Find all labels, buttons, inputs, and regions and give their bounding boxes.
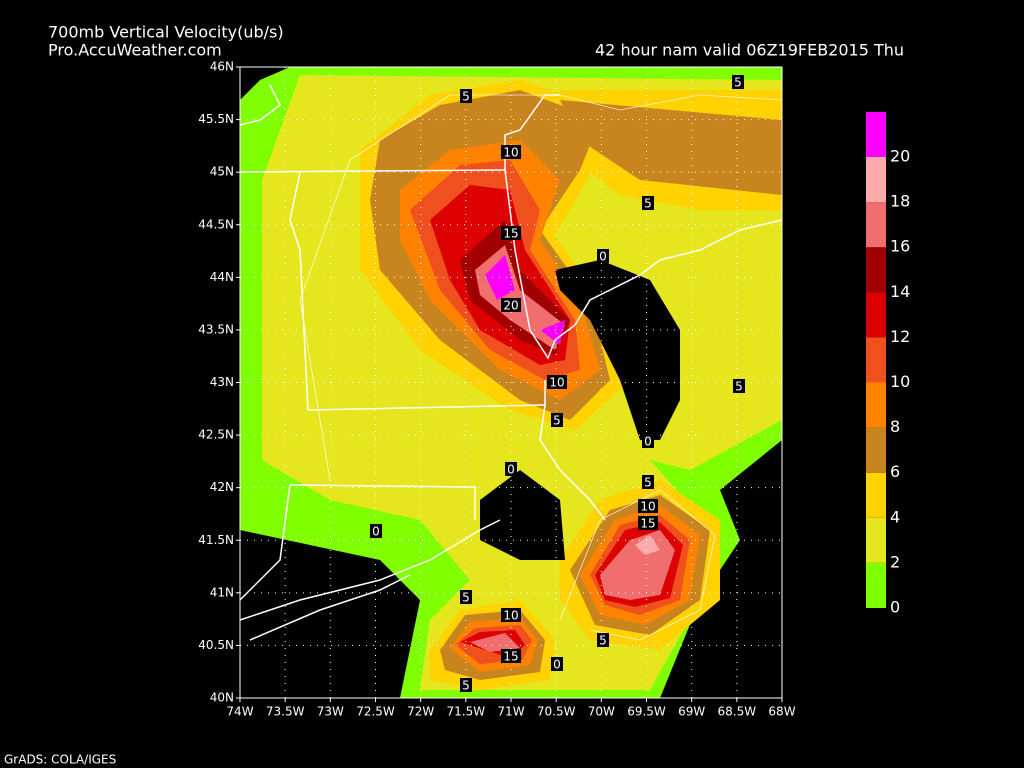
lon-label: 73W xyxy=(317,705,344,719)
colorbar-label: 14 xyxy=(890,282,910,301)
contour-label: 5 xyxy=(735,380,743,394)
contour-label: 5 xyxy=(644,197,652,211)
contour-label-box xyxy=(733,379,745,393)
contour-label: 10 xyxy=(640,500,655,514)
lat-label: 45N xyxy=(210,165,234,179)
contour-label: 0 xyxy=(372,525,380,539)
contour-label-box xyxy=(597,633,609,647)
coastlines xyxy=(239,84,783,641)
contour-label-box xyxy=(732,75,744,89)
contour-label: 5 xyxy=(462,90,470,104)
contour-label-box xyxy=(501,649,521,663)
contour-label-box xyxy=(551,413,563,427)
lat-label: 40.5N xyxy=(198,638,234,652)
contour-label-box xyxy=(547,375,567,389)
contour-label: 10 xyxy=(503,146,518,160)
contour-label: 5 xyxy=(644,476,652,490)
lon-label: 73.5W xyxy=(266,705,305,719)
lat-label: 41N xyxy=(210,585,234,599)
lat-label: 40N xyxy=(210,691,234,705)
contour-label-box xyxy=(370,524,382,538)
contour-label-box xyxy=(501,145,521,159)
contour-label-box xyxy=(501,608,521,622)
contour-label-box xyxy=(460,590,472,604)
lon-label: 70W xyxy=(588,705,615,719)
contour-label: 0 xyxy=(644,435,652,449)
contour-label: 10 xyxy=(503,609,518,623)
lat-label: 42.5N xyxy=(198,428,234,442)
lon-label: 71W xyxy=(497,705,524,719)
contour-label: 0 xyxy=(507,463,515,477)
colorbar-swatch xyxy=(866,517,886,563)
valid-time: 42 hour nam valid 06Z19FEB2015 Thu xyxy=(595,41,904,60)
contour-label-box xyxy=(505,462,517,476)
contour-label: 5 xyxy=(599,634,607,648)
colorbar-label: 12 xyxy=(890,327,910,346)
colorbar-swatch xyxy=(866,472,886,518)
lat-label: 42N xyxy=(210,480,234,494)
contour-label-box xyxy=(551,657,563,671)
contour-label-box xyxy=(460,89,472,103)
colorbar-label: 20 xyxy=(890,147,910,166)
lat-label: 43N xyxy=(210,375,234,389)
lon-label: 68W xyxy=(768,705,795,719)
colorbar-label: 8 xyxy=(890,417,900,436)
contour-label: 0 xyxy=(599,250,607,264)
lat-label: 45.5N xyxy=(198,112,234,126)
colorbar-swatch xyxy=(866,382,886,428)
contour-label-box xyxy=(501,226,521,240)
colorbar-label: 10 xyxy=(890,372,910,391)
footer: GrADS: COLA/IGES xyxy=(4,753,116,767)
contour-label-box xyxy=(638,499,658,513)
lon-label: 69.5W xyxy=(627,705,666,719)
lon-label: 70.5W xyxy=(537,705,576,719)
lon-label: 68.5W xyxy=(718,705,757,719)
contour-label-box xyxy=(501,298,521,312)
colorbar-swatch xyxy=(866,157,886,203)
colorbar-swatch xyxy=(866,562,886,608)
lat-label: 46N xyxy=(210,60,234,74)
colorbar-label: 6 xyxy=(890,462,900,481)
contour-label-box xyxy=(642,434,654,448)
title: 700mb Vertical Velocity(ub/s) xyxy=(48,23,284,42)
contour-label: 5 xyxy=(734,76,742,90)
lat-label: 44.5N xyxy=(198,217,234,231)
colorbar-swatch xyxy=(866,427,886,473)
lat-label: 44N xyxy=(210,270,234,284)
lon-label: 71.5W xyxy=(447,705,486,719)
contour-label: 0 xyxy=(553,658,561,672)
contour-label: 5 xyxy=(462,679,470,693)
colorbar-label: 0 xyxy=(890,598,900,617)
lon-label: 74W xyxy=(226,705,253,719)
contour-label-box xyxy=(642,196,654,210)
contour-label-box xyxy=(638,516,658,530)
colorbar-label: 16 xyxy=(890,237,910,256)
colorbar-swatch xyxy=(866,292,886,338)
lon-label: 69W xyxy=(678,705,705,719)
lat-label: 41.5N xyxy=(198,533,234,547)
colorbar-swatch xyxy=(866,202,886,248)
colorbar-label: 4 xyxy=(890,507,900,526)
colorbar-swatch xyxy=(866,111,886,157)
contour-label-box xyxy=(642,475,654,489)
source: Pro.AccuWeather.com xyxy=(48,41,222,60)
colorbar-label: 2 xyxy=(890,552,900,571)
lon-label: 72.5W xyxy=(356,705,395,719)
contour-label: 15 xyxy=(503,227,518,241)
lat-label: 43.5N xyxy=(198,322,234,336)
contour-label: 10 xyxy=(549,376,564,390)
contour-label-box xyxy=(597,249,609,263)
lon-label: 72W xyxy=(407,705,434,719)
contour-label: 5 xyxy=(462,591,470,605)
contour-label: 5 xyxy=(553,414,561,428)
colorbar-label: 18 xyxy=(890,192,910,211)
contour-label: 15 xyxy=(503,650,518,664)
contour-label: 20 xyxy=(503,299,518,313)
colorbar-swatch xyxy=(866,337,886,383)
contour-label: 15 xyxy=(640,517,655,531)
colorbar-swatch xyxy=(866,247,886,293)
contour-label-box xyxy=(460,678,472,692)
